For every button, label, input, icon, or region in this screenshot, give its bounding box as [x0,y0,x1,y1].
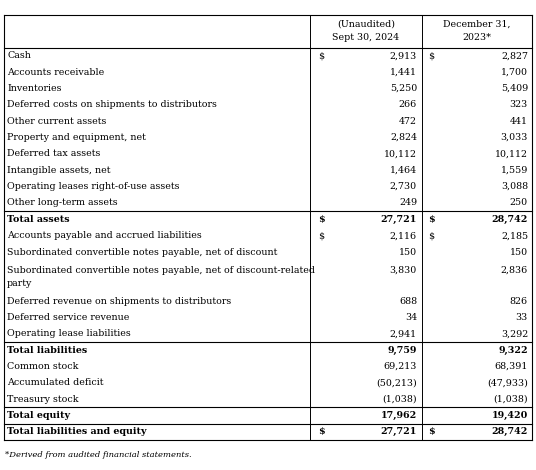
Text: Total liabilities: Total liabilities [7,345,87,354]
Text: Subordinated convertible notes payable, net of discount: Subordinated convertible notes payable, … [7,248,277,257]
Text: 1,700: 1,700 [501,68,528,77]
Text: 28,742: 28,742 [492,427,528,436]
Text: 19,420: 19,420 [492,411,528,420]
Text: 2,827: 2,827 [501,51,528,60]
Text: 5,409: 5,409 [501,84,528,93]
Text: 150: 150 [510,248,528,257]
Text: Operating leases right-of-use assets: Operating leases right-of-use assets [7,182,180,191]
Text: 2,836: 2,836 [501,266,528,274]
Text: $: $ [428,51,434,60]
Text: 28,742: 28,742 [492,215,528,224]
Text: Sept 30, 2024: Sept 30, 2024 [332,32,399,41]
Text: 10,112: 10,112 [495,149,528,158]
Text: 34: 34 [405,313,417,322]
Text: party: party [7,279,32,288]
Text: Deferred tax assets: Deferred tax assets [7,149,100,158]
Text: *Derived from audited financial statements.: *Derived from audited financial statemen… [5,451,192,459]
Text: $: $ [318,215,325,224]
Text: Deferred service revenue: Deferred service revenue [7,313,129,322]
Text: Subordinated convertible notes payable, net of discount-related: Subordinated convertible notes payable, … [7,266,315,274]
Text: Property and equipment, net: Property and equipment, net [7,133,146,142]
Text: 17,962: 17,962 [381,411,417,420]
Text: 9,322: 9,322 [498,345,528,354]
Text: 472: 472 [399,117,417,126]
Text: 2,185: 2,185 [501,231,528,240]
Text: 323: 323 [510,101,528,110]
Text: $: $ [428,215,435,224]
Text: 266: 266 [399,101,417,110]
Text: $: $ [428,427,435,436]
Text: 27,721: 27,721 [381,215,417,224]
Text: Total equity: Total equity [7,411,70,420]
Text: 249: 249 [399,198,417,207]
Text: $: $ [318,427,325,436]
Text: Total assets: Total assets [7,215,70,224]
Text: (1,038): (1,038) [382,395,417,404]
Text: 1,464: 1,464 [390,166,417,175]
Text: 3,292: 3,292 [501,329,528,338]
Text: 150: 150 [399,248,417,257]
Text: 1,441: 1,441 [390,68,417,77]
Text: (47,933): (47,933) [487,378,528,387]
Text: 2,730: 2,730 [390,182,417,191]
Text: Common stock: Common stock [7,362,78,371]
Text: Other current assets: Other current assets [7,117,106,126]
Text: 2,824: 2,824 [390,133,417,142]
Text: Deferred revenue on shipments to distributors: Deferred revenue on shipments to distrib… [7,297,231,306]
Text: 9,759: 9,759 [388,345,417,354]
Text: 2,116: 2,116 [390,231,417,240]
Text: 69,213: 69,213 [384,362,417,371]
Text: 2,913: 2,913 [390,51,417,60]
Text: 441: 441 [510,117,528,126]
Text: Treasury stock: Treasury stock [7,395,78,404]
Text: $: $ [428,231,434,240]
Text: (Unaudited): (Unaudited) [337,19,395,29]
Text: 2023*: 2023* [463,32,492,41]
Text: $: $ [318,231,324,240]
Text: Operating lease liabilities: Operating lease liabilities [7,329,131,338]
Text: December 31,: December 31, [443,19,511,29]
Text: Accounts receivable: Accounts receivable [7,68,104,77]
Text: Intangible assets, net: Intangible assets, net [7,166,110,175]
Text: 27,721: 27,721 [381,427,417,436]
Text: Inventories: Inventories [7,84,62,93]
Text: (1,038): (1,038) [493,395,528,404]
Text: 3,033: 3,033 [501,133,528,142]
Text: 826: 826 [510,297,528,306]
Text: Deferred costs on shipments to distributors: Deferred costs on shipments to distribut… [7,101,217,110]
Text: 68,391: 68,391 [495,362,528,371]
Text: 3,088: 3,088 [501,182,528,191]
Text: Total liabilities and equity: Total liabilities and equity [7,427,146,436]
Text: $: $ [318,51,324,60]
Text: Accumulated deficit: Accumulated deficit [7,378,103,387]
Text: 5,250: 5,250 [390,84,417,93]
Text: 1,559: 1,559 [501,166,528,175]
Text: 3,830: 3,830 [390,266,417,274]
Text: Other long-term assets: Other long-term assets [7,198,117,207]
Text: 33: 33 [516,313,528,322]
Text: Accounts payable and accrued liabilities: Accounts payable and accrued liabilities [7,231,202,240]
Text: 250: 250 [510,198,528,207]
Text: (50,213): (50,213) [376,378,417,387]
Text: 2,941: 2,941 [390,329,417,338]
Text: Cash: Cash [7,51,31,60]
Text: 10,112: 10,112 [384,149,417,158]
Text: 688: 688 [399,297,417,306]
